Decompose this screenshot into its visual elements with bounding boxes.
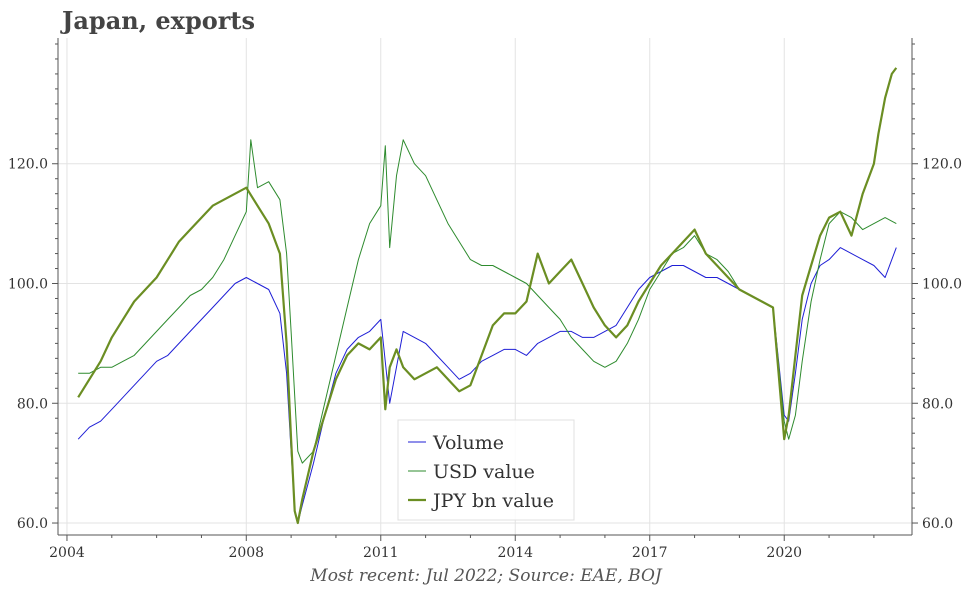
y-tick-label-right: 120.0 bbox=[922, 157, 962, 173]
chart-title: Japan, exports bbox=[62, 6, 256, 35]
y-tick-label-left: 100.0 bbox=[8, 277, 48, 293]
series-line-jpy-bn-value bbox=[77, 67, 898, 525]
series-line-usd-value bbox=[78, 139, 897, 464]
x-tick-label: 2004 bbox=[49, 545, 85, 561]
legend-layer: Volume USD value JPY bn value bbox=[397, 419, 575, 521]
x-tick-label: 2020 bbox=[766, 545, 802, 561]
legend-label: USD value bbox=[433, 461, 535, 483]
x-tick-label: 2008 bbox=[228, 545, 264, 561]
y-tick-label-right: 60.0 bbox=[922, 516, 953, 532]
legend-box bbox=[397, 419, 575, 521]
x-tick-label: 2017 bbox=[632, 545, 668, 561]
axes-layer: 60.0 60.0 80.0 80.0 100.0 100.0 120.0 120.0 2004… bbox=[8, 38, 962, 561]
y-tick-label-left: 120.0 bbox=[8, 157, 48, 173]
chart-source-note: Most recent: Jul 2022; Source: EAE, BOJ bbox=[310, 566, 662, 586]
legend-label: Volume bbox=[432, 432, 504, 454]
grid-layer bbox=[58, 38, 912, 535]
x-tick-label: 2011 bbox=[363, 545, 399, 561]
series-layer bbox=[77, 67, 898, 525]
y-tick-label-right: 100.0 bbox=[922, 277, 962, 293]
legend-label: JPY bn value bbox=[431, 490, 554, 512]
x-tick-label: 2014 bbox=[497, 545, 533, 561]
y-tick-label-right: 80.0 bbox=[922, 396, 953, 412]
y-tick-label-left: 80.0 bbox=[17, 396, 48, 412]
y-tick-label-left: 60.0 bbox=[17, 516, 48, 532]
